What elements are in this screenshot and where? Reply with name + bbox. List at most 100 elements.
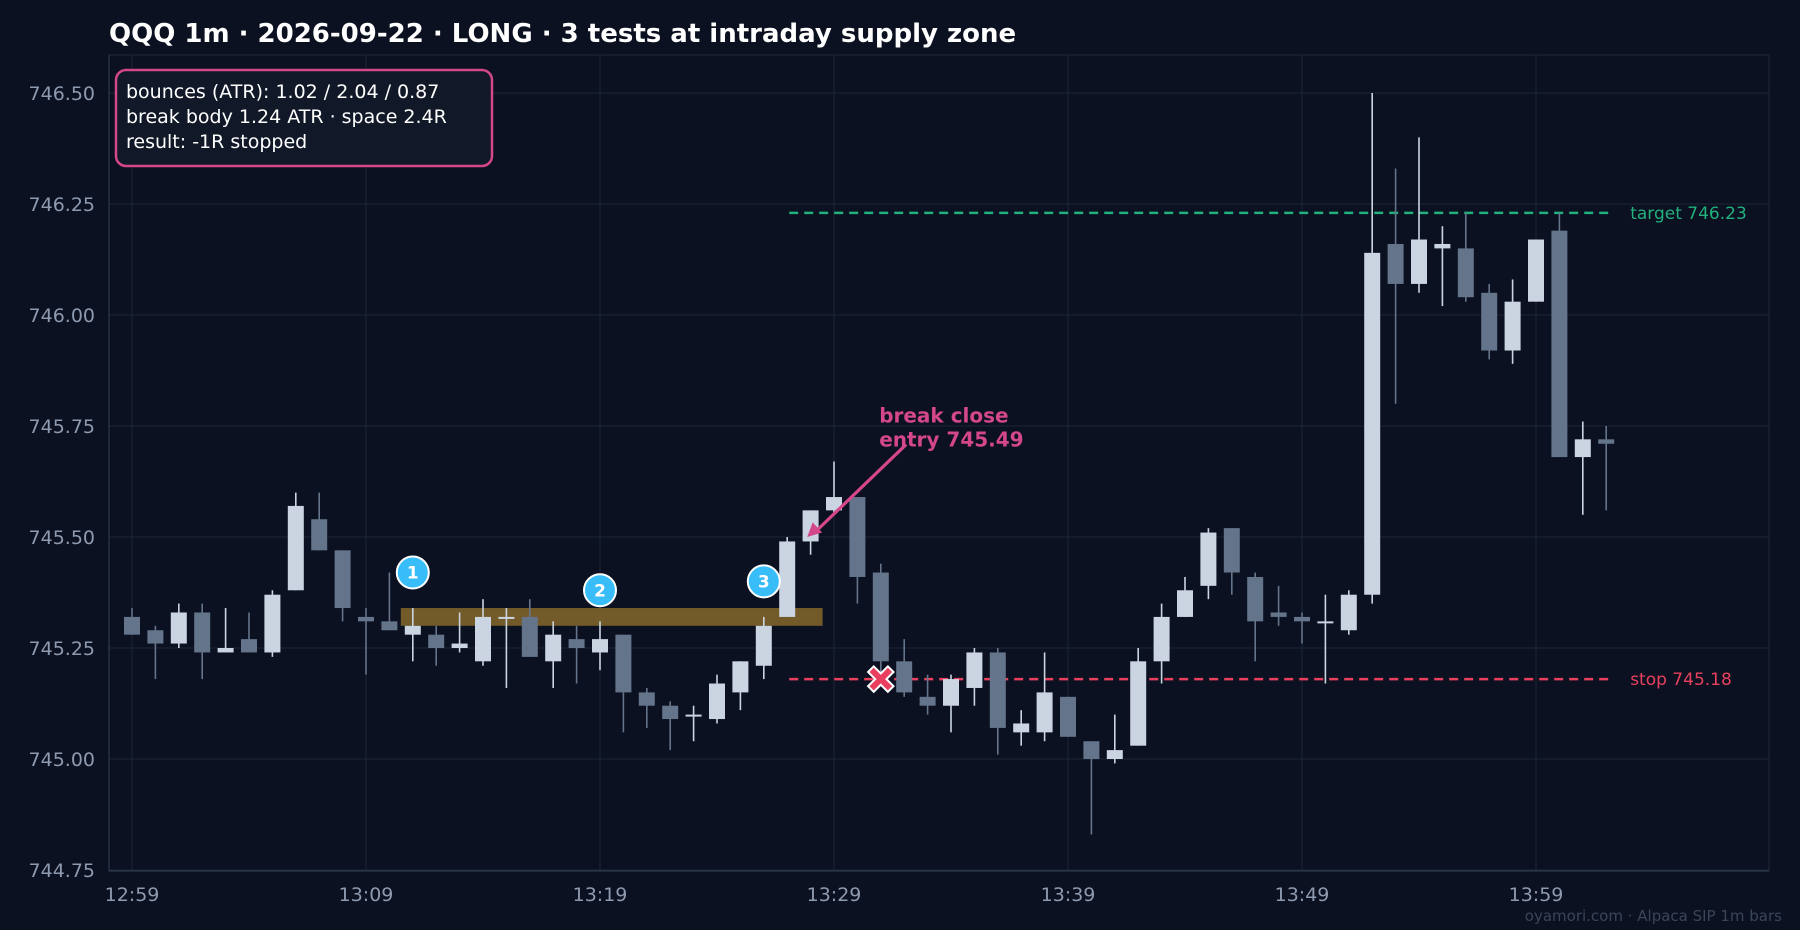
candle-body	[241, 639, 257, 653]
x-tick-label: 13:39	[1041, 884, 1096, 906]
test-marker-label: 2	[594, 581, 606, 601]
x-tick-label: 13:29	[807, 884, 862, 906]
target-label: target 746.23	[1630, 204, 1747, 224]
x-tick-label: 13:09	[339, 884, 394, 906]
y-tick-label: 746.25	[29, 194, 95, 216]
candle-body	[1598, 439, 1615, 444]
candle-body	[1551, 230, 1568, 458]
chart-title: QQQ 1m · 2026-09-22 · LONG · 3 tests at …	[109, 19, 1016, 49]
info-box-line: result: -1R stopped	[126, 131, 307, 153]
stop-label: stop 745.18	[1630, 670, 1732, 690]
candle-body	[1481, 292, 1498, 351]
candle-body	[217, 648, 234, 653]
candle-body	[311, 519, 328, 551]
candle-body	[989, 652, 1006, 728]
candle-body	[1457, 248, 1474, 298]
candle-body	[568, 639, 585, 648]
candle-body	[404, 625, 421, 635]
candle-body	[919, 696, 936, 706]
annotation-text: break close	[879, 403, 1008, 427]
watermark: oyamori.com · Alpaca SIP 1m bars	[1525, 907, 1782, 925]
candle-body	[358, 616, 374, 622]
y-tick-label: 745.75	[29, 416, 95, 438]
annotation-text: entry 745.49	[879, 427, 1023, 451]
stop-hit-marker	[866, 664, 895, 694]
candle-body	[1387, 243, 1404, 284]
candle-body	[1434, 243, 1451, 249]
candle-body	[545, 634, 562, 662]
candle-body	[428, 634, 445, 648]
candle-body	[1574, 439, 1591, 458]
annotation-arrow-head	[807, 522, 823, 537]
candle-body	[334, 550, 351, 609]
info-box-line: bounces (ATR): 1.02 / 2.04 / 0.87	[126, 81, 439, 103]
y-tick-label: 745.25	[29, 638, 95, 660]
plot-frame	[108, 54, 1770, 872]
candle-body	[1294, 616, 1310, 622]
candle-body	[872, 572, 889, 662]
candle-body	[1130, 661, 1147, 746]
supply-zone	[400, 608, 823, 626]
candle-body	[1153, 616, 1170, 662]
candle-body	[1223, 528, 1240, 573]
candle-body	[709, 683, 725, 720]
x-tick-label: 12:59	[105, 884, 160, 906]
candle-body	[685, 714, 702, 717]
candle-body	[1106, 750, 1123, 759]
candle-body	[147, 630, 164, 644]
candle-body	[1036, 692, 1053, 733]
candle-body	[592, 639, 608, 653]
candle-body	[638, 692, 655, 706]
y-tick-label: 745.50	[29, 527, 95, 549]
candle-body	[896, 661, 913, 693]
candle-body	[170, 612, 187, 644]
candle-body	[1317, 621, 1334, 624]
candle-body	[194, 612, 211, 653]
test-marker	[583, 573, 617, 608]
candle-body	[966, 652, 983, 688]
info-box-line: break body 1.24 ATR · space 2.4R	[126, 106, 447, 128]
candle-body	[287, 505, 304, 591]
candle-body	[521, 616, 538, 657]
y-tick-label: 746.00	[29, 305, 95, 327]
test-marker	[395, 555, 430, 590]
y-tick-label: 746.50	[29, 83, 95, 105]
candle-body	[943, 679, 959, 706]
y-tick-label: 745.00	[29, 749, 95, 771]
candle-body	[1247, 576, 1264, 622]
y-tick-label: 744.75	[29, 860, 95, 882]
candle-body	[802, 510, 819, 542]
candle-body	[732, 661, 749, 693]
test-marker	[746, 564, 781, 599]
candle-body	[451, 643, 468, 648]
candle-body	[1364, 252, 1381, 595]
candle-body	[124, 616, 140, 635]
candle-body	[1340, 594, 1357, 631]
candle-body	[1060, 696, 1076, 737]
candle-body	[1013, 723, 1030, 733]
candle-body	[498, 616, 515, 619]
test-marker-label: 1	[407, 564, 419, 584]
x-mark-shape	[866, 664, 895, 694]
candle-body	[1504, 301, 1521, 351]
candle-body	[849, 497, 866, 577]
candle-body	[779, 541, 796, 617]
candle-body	[1411, 239, 1427, 284]
candle-body	[615, 634, 632, 693]
annotation-arrow-line	[814, 443, 908, 534]
candle-body	[475, 616, 491, 662]
x-tick-label: 13:49	[1275, 884, 1330, 906]
info-box	[114, 68, 494, 168]
candle-body	[1270, 612, 1287, 617]
candle-body	[1083, 741, 1100, 759]
x-tick-label: 13:19	[573, 884, 628, 906]
candle-body	[1200, 532, 1217, 586]
candle-body	[264, 594, 281, 653]
candle-body	[1177, 590, 1193, 617]
test-marker-label: 3	[758, 572, 770, 592]
candle-body	[381, 621, 398, 631]
candle-body	[755, 625, 772, 666]
candle-body	[662, 705, 679, 720]
